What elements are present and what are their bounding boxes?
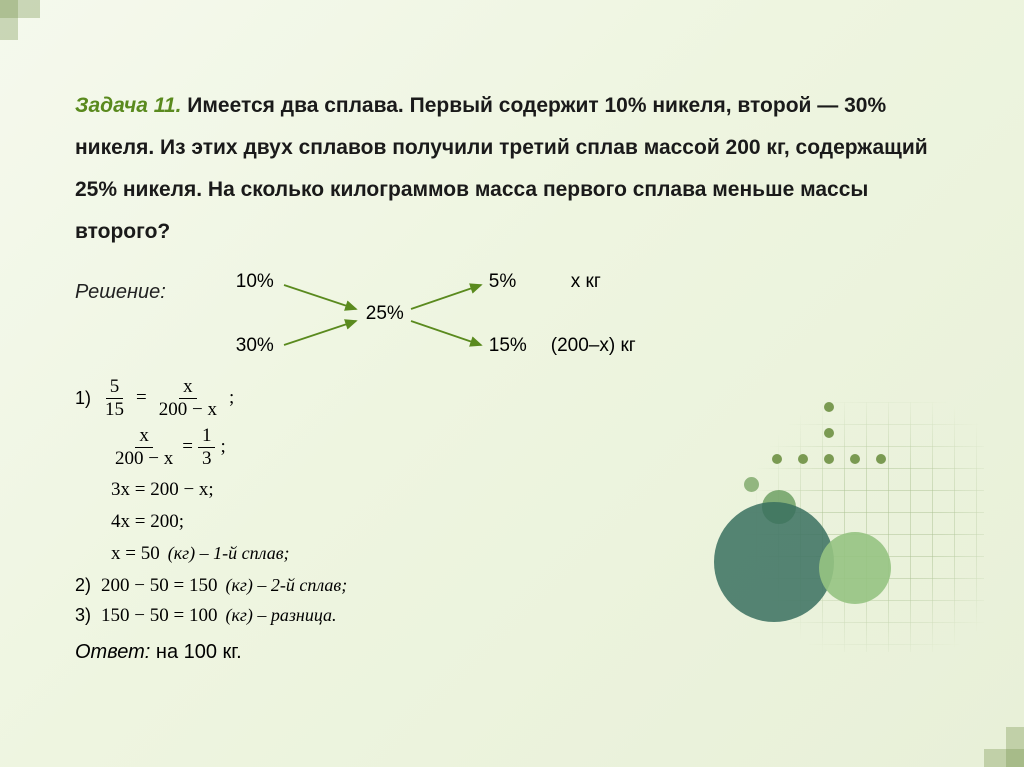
- decorative-graphic: [674, 382, 984, 652]
- equation-1: 515 = x200 − x ;: [101, 377, 234, 420]
- equation-line-6: 200 − 50 = 150 (кг) – 2-й сплав;: [101, 575, 347, 597]
- step-number: 3): [75, 605, 91, 626]
- equation-line-7: 150 − 50 = 100 (кг) – разница.: [101, 605, 337, 627]
- corner-accent: [984, 749, 1024, 767]
- step-number: 2): [75, 575, 91, 596]
- answer-label: Ответ:: [75, 641, 150, 663]
- step-number: 1): [75, 388, 91, 409]
- answer-value: на 100 кг.: [150, 641, 241, 663]
- cross-arrows: [206, 271, 636, 371]
- corner-accent: [0, 0, 40, 18]
- note-3: (кг) – разница.: [225, 605, 336, 626]
- deco-circle: [744, 477, 759, 492]
- deco-circle: [819, 532, 891, 604]
- cross-diagram: 10% 30% 25% 5% 15% х кг (200–х) кг: [206, 271, 636, 371]
- note-1: (кг) – 1-й сплав;: [168, 543, 290, 564]
- problem-lead: Задача 11.: [75, 94, 181, 117]
- solution-label: Решение:: [75, 281, 166, 304]
- deco-circle: [714, 502, 834, 622]
- problem-statement: Задача 11. Имеется два сплава. Первый со…: [75, 85, 949, 253]
- note-2: (кг) – 2-й сплав;: [225, 575, 347, 596]
- problem-text: Имеется два сплава. Первый содержит 10% …: [75, 94, 928, 243]
